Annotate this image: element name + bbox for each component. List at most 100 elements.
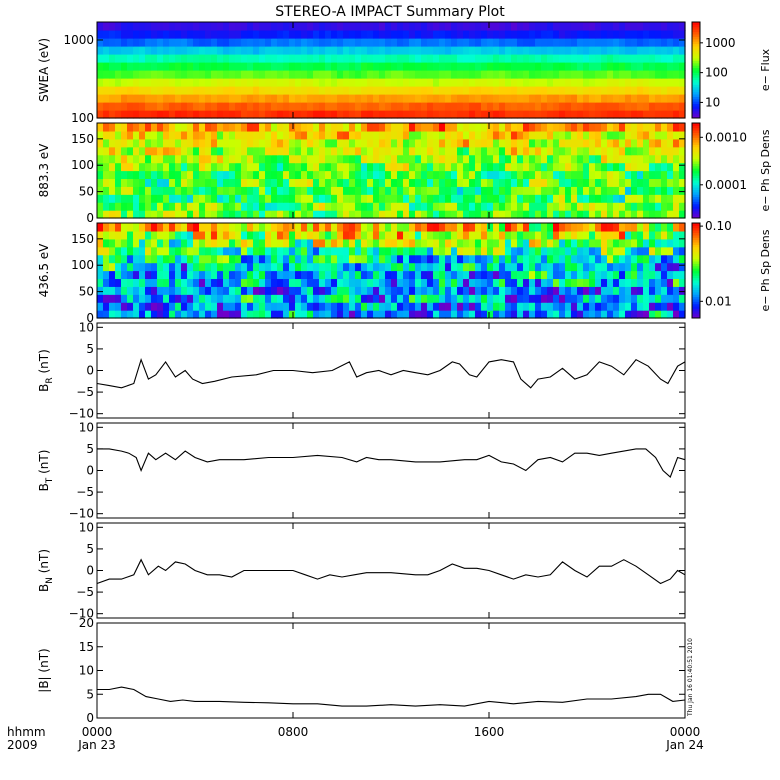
heatmap-cell xyxy=(541,130,548,140)
heatmap-cell xyxy=(181,62,188,71)
heatmap-cell xyxy=(337,286,344,295)
heatmap-cell xyxy=(523,86,530,95)
heatmap-cell xyxy=(673,46,680,55)
heatmap-cell xyxy=(277,178,284,187)
heatmap-cell xyxy=(175,178,182,187)
heatmap-cell xyxy=(121,46,128,55)
heatmap-cell xyxy=(181,78,188,87)
heatmap-cell xyxy=(223,254,230,264)
heatmap-cell xyxy=(331,46,338,55)
heatmap-cell xyxy=(349,138,356,148)
heatmap-cell xyxy=(505,86,512,95)
heatmap-cell xyxy=(457,238,464,248)
heatmap-cell xyxy=(517,154,524,164)
heatmap-cell xyxy=(409,70,416,79)
heatmap-cell xyxy=(565,194,572,203)
heatmap-cell xyxy=(565,262,572,272)
heatmap-cell xyxy=(469,78,476,87)
heatmap-cell xyxy=(265,194,272,203)
heatmap-cell xyxy=(343,202,350,211)
heatmap-cell xyxy=(583,223,590,232)
heatmap-cell xyxy=(571,278,578,287)
heatmap-cell xyxy=(655,86,662,95)
heatmap-cell xyxy=(157,294,164,303)
heatmap-cell xyxy=(547,178,554,187)
heatmap-cell xyxy=(589,46,596,55)
heatmap-cell xyxy=(553,102,560,111)
heatmap-cell xyxy=(541,54,548,63)
heatmap-cell xyxy=(649,62,656,71)
heatmap-cell xyxy=(397,270,404,280)
heatmap-cell xyxy=(601,302,608,311)
heatmap-cell xyxy=(505,278,512,287)
date-tick-label: Jan 24 xyxy=(665,738,704,752)
heatmap-cell xyxy=(523,310,530,319)
heatmap-cell xyxy=(301,102,308,111)
heatmap-cell xyxy=(487,262,494,272)
heatmap-cell xyxy=(361,162,368,172)
heatmap-cell xyxy=(355,194,362,203)
heatmap-cell xyxy=(259,254,266,264)
heatmap-cell xyxy=(523,254,530,264)
heatmap-cell xyxy=(169,54,176,63)
heatmap-cell xyxy=(643,202,650,211)
heatmap-cell xyxy=(169,230,176,240)
heatmap-cell xyxy=(241,262,248,272)
heatmap-cell xyxy=(589,86,596,95)
heatmap-cell xyxy=(97,210,104,219)
heatmap-cell xyxy=(367,302,374,311)
heatmap-cell xyxy=(157,38,164,47)
heatmap-cell xyxy=(373,202,380,211)
heatmap-cell xyxy=(235,223,242,232)
heatmap-cell xyxy=(631,123,638,132)
heatmap-cell xyxy=(253,186,260,195)
heatmap-cell xyxy=(265,178,272,187)
heatmap-cell xyxy=(175,30,182,39)
heatmap-cell xyxy=(487,186,494,195)
heatmap-cell xyxy=(235,94,242,103)
heatmap-cell xyxy=(289,154,296,164)
heatmap-cell xyxy=(475,94,482,103)
heatmap-cell xyxy=(277,170,284,180)
heatmap-cell xyxy=(559,54,566,63)
heatmap-cell xyxy=(679,302,686,311)
heatmap-cell xyxy=(409,194,416,203)
heatmap-cell xyxy=(601,210,608,219)
heatmap-cell xyxy=(295,146,302,156)
heatmap-cell xyxy=(565,310,572,319)
heatmap-cell xyxy=(601,138,608,148)
heatmap-cell xyxy=(367,162,374,172)
heatmap-cell xyxy=(217,262,224,272)
heatmap-cell xyxy=(193,246,200,256)
heatmap-cell xyxy=(493,154,500,164)
heatmap-cell xyxy=(247,38,254,47)
heatmap-cell xyxy=(511,202,518,211)
heatmap-cell xyxy=(139,202,146,211)
heatmap-cell xyxy=(151,162,158,172)
heatmap-cell xyxy=(625,254,632,264)
heatmap-cell xyxy=(415,78,422,87)
heatmap-cell xyxy=(559,138,566,148)
y-tick-label: −10 xyxy=(69,507,94,521)
heatmap-cell xyxy=(145,262,152,272)
heatmap-cell xyxy=(199,302,206,311)
heatmap-cell xyxy=(619,38,626,47)
heatmap-cell xyxy=(469,302,476,311)
heatmap-cell xyxy=(277,138,284,148)
heatmap-cell xyxy=(649,38,656,47)
heatmap-cell xyxy=(169,70,176,79)
heatmap-cell xyxy=(367,22,374,31)
heatmap-cell xyxy=(169,146,176,156)
heatmap-cell xyxy=(109,238,116,248)
heatmap-cell xyxy=(289,30,296,39)
heatmap-cell xyxy=(127,102,134,111)
heatmap-cell xyxy=(391,130,398,140)
heatmap-cell xyxy=(409,310,416,319)
heatmap-cell xyxy=(205,162,212,172)
heatmap-cell xyxy=(571,138,578,148)
heatmap-cell xyxy=(235,302,242,311)
y-tick-label: 0 xyxy=(86,211,94,225)
heatmap-cell xyxy=(397,178,404,187)
heatmap-cell xyxy=(133,86,140,95)
heatmap-cell xyxy=(457,178,464,187)
